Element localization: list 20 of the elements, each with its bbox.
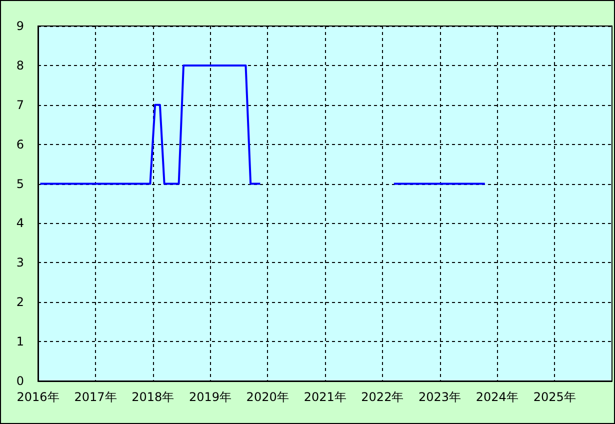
y-tick-label: 0 xyxy=(16,374,24,388)
x-tick-label: 2019年 xyxy=(188,390,232,404)
x-tick-label: 2024年 xyxy=(476,390,518,404)
y-tick-label: 5 xyxy=(16,176,24,191)
x-tick-label: 2017年 xyxy=(74,390,117,404)
y-tick-label: 6 xyxy=(16,137,24,152)
x-tick-label: 2025年 xyxy=(533,390,576,404)
y-tick-label: 8 xyxy=(16,58,24,72)
y-tick-label: 7 xyxy=(16,98,24,112)
x-tick-label: 2023年 xyxy=(418,390,462,404)
x-tick-label: 2016年 xyxy=(16,390,60,404)
y-tick-label: 3 xyxy=(16,256,24,270)
y-tick-label: 1 xyxy=(16,334,24,349)
y-tick-label: 4 xyxy=(16,216,24,230)
y-tick-label: 9 xyxy=(16,19,24,33)
y-tick-label: 2 xyxy=(16,295,24,310)
x-tick-label: 2018年 xyxy=(132,390,174,404)
x-tick-label: 2022年 xyxy=(361,390,404,404)
x-tick-label: 2021年 xyxy=(304,390,346,404)
x-tick-label: 2020年 xyxy=(246,390,289,404)
